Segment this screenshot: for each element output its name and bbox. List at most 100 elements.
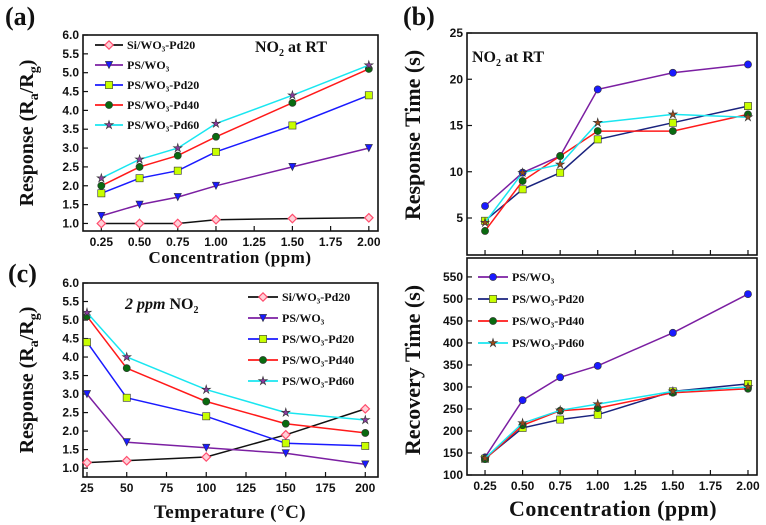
y-tick-label: 20 <box>450 72 464 86</box>
series-line <box>100 64 370 179</box>
legend-label: PS/WO₃-Pd60 <box>282 374 354 388</box>
data-point <box>135 163 144 171</box>
legend-marker <box>257 375 269 386</box>
data-point <box>592 117 603 128</box>
legend-label: PS/WO₃-Pd40 <box>282 353 354 367</box>
y-tick-label: 1.5 <box>62 443 79 457</box>
data-point <box>122 393 131 402</box>
y-axis-label-sub: a <box>27 340 42 347</box>
y-tick-label: 550 <box>443 270 463 284</box>
y-tick-label: 300 <box>443 380 463 394</box>
x-tick-label: 50 <box>120 481 134 495</box>
data-point <box>172 142 183 153</box>
annotation: 2 ppm NO2 <box>124 296 198 316</box>
annotation-text: at RT <box>501 49 544 66</box>
y-tick-label: 5 <box>456 211 463 225</box>
y-axis-label-part: ) <box>16 60 38 67</box>
x-tick-label: 1.75 <box>319 235 343 249</box>
data-point <box>288 98 297 107</box>
y-tick-label: 2.0 <box>62 179 79 193</box>
y-tick-label: 5.5 <box>62 295 79 309</box>
y-tick-label: 200 <box>443 424 463 438</box>
y-tick-label: 1.0 <box>62 216 79 230</box>
series-1 <box>82 390 370 469</box>
annotation-italic: 2 ppm <box>124 296 165 313</box>
y-tick-label: 2.0 <box>62 424 79 438</box>
series-line <box>484 63 749 207</box>
data-point <box>361 442 370 450</box>
legend: Si/WO₃-Pd20 PS/WO₃ PS/WO₃-Pd20 PS/WO₃-Pd40 P… <box>95 38 199 132</box>
data-point <box>481 227 489 235</box>
x-tick-label: 0.25 <box>90 235 114 249</box>
data-point <box>744 60 752 69</box>
annotation-sub: 2 <box>279 48 284 59</box>
data-point <box>556 415 565 424</box>
y-tick-label: 3.0 <box>62 387 79 401</box>
series-2 <box>83 338 370 450</box>
data-point <box>202 443 211 453</box>
data-point <box>556 152 565 160</box>
annotation-text: NO <box>472 49 496 66</box>
legend-label: PS/WO₃ <box>512 270 555 284</box>
y-tick-label: 350 <box>443 358 463 372</box>
data-point <box>81 457 93 468</box>
y-axis-label: Response (Ra/Rg) <box>16 307 42 454</box>
plot-frame <box>82 34 379 232</box>
data-point <box>287 213 298 224</box>
data-point <box>744 290 752 298</box>
x-tick-label: 0.25 <box>473 479 497 493</box>
y-tick-label: 4.5 <box>62 85 79 99</box>
y-tick-label: 10 <box>450 165 464 179</box>
x-tick-label: 0.75 <box>166 235 190 249</box>
annotation-text: NO <box>255 39 279 56</box>
data-point <box>134 153 145 164</box>
legend-marker <box>105 101 113 109</box>
y-tick-label: 3.5 <box>62 122 79 136</box>
y-tick-label: 3.0 <box>62 141 79 155</box>
data-point <box>288 163 297 172</box>
data-point <box>593 127 602 135</box>
y-axis-label-part: ) <box>16 307 38 314</box>
data-point <box>554 158 566 169</box>
legend: Si/WO₃-Pd20 PS/WO₃ PS/WO₃-Pd20 PS/WO₃-Pd40 P… <box>248 290 354 388</box>
data-point <box>517 167 528 178</box>
data-point <box>668 127 677 135</box>
series-4 <box>96 59 375 183</box>
series-0 <box>96 212 374 229</box>
series-3 <box>97 65 373 190</box>
legend-marker <box>259 356 267 364</box>
series-line <box>484 113 749 224</box>
series-line <box>100 68 370 187</box>
data-point <box>360 403 371 414</box>
x-tick-label: 200 <box>355 481 375 495</box>
y-tick-label: 15 <box>450 119 464 133</box>
data-point <box>742 111 754 122</box>
annotation: NO2 at RT <box>255 39 327 59</box>
x-tick-label: 1.00 <box>204 235 228 249</box>
legend-marker <box>103 119 115 130</box>
legend-label: PS/WO₃-Pd20 <box>282 332 354 346</box>
y-tick-label: 6.0 <box>62 28 79 42</box>
legend-marker <box>489 295 497 303</box>
y-tick-label: 400 <box>443 336 463 350</box>
plot-frame <box>466 257 758 476</box>
data-point <box>210 214 222 225</box>
x-tick-label: 1.25 <box>624 479 648 493</box>
data-point <box>479 217 491 228</box>
y-axis-label: Response (Ra/Rg) <box>16 60 42 207</box>
legend-label: PS/WO₃-Pd60 <box>127 118 199 132</box>
series-line <box>484 105 749 222</box>
data-point <box>288 121 297 130</box>
data-point <box>668 68 677 77</box>
y-tick-label: 4.5 <box>62 332 79 346</box>
legend-marker <box>259 335 267 343</box>
data-point <box>212 132 220 141</box>
series-line <box>484 386 749 459</box>
y-tick-label: 6.0 <box>62 276 79 290</box>
legend-marker <box>104 61 114 70</box>
series-line <box>101 217 369 225</box>
data-point <box>97 189 106 198</box>
legend-marker <box>105 81 113 89</box>
data-point <box>173 151 182 160</box>
x-tick-label: 1.50 <box>661 479 685 493</box>
